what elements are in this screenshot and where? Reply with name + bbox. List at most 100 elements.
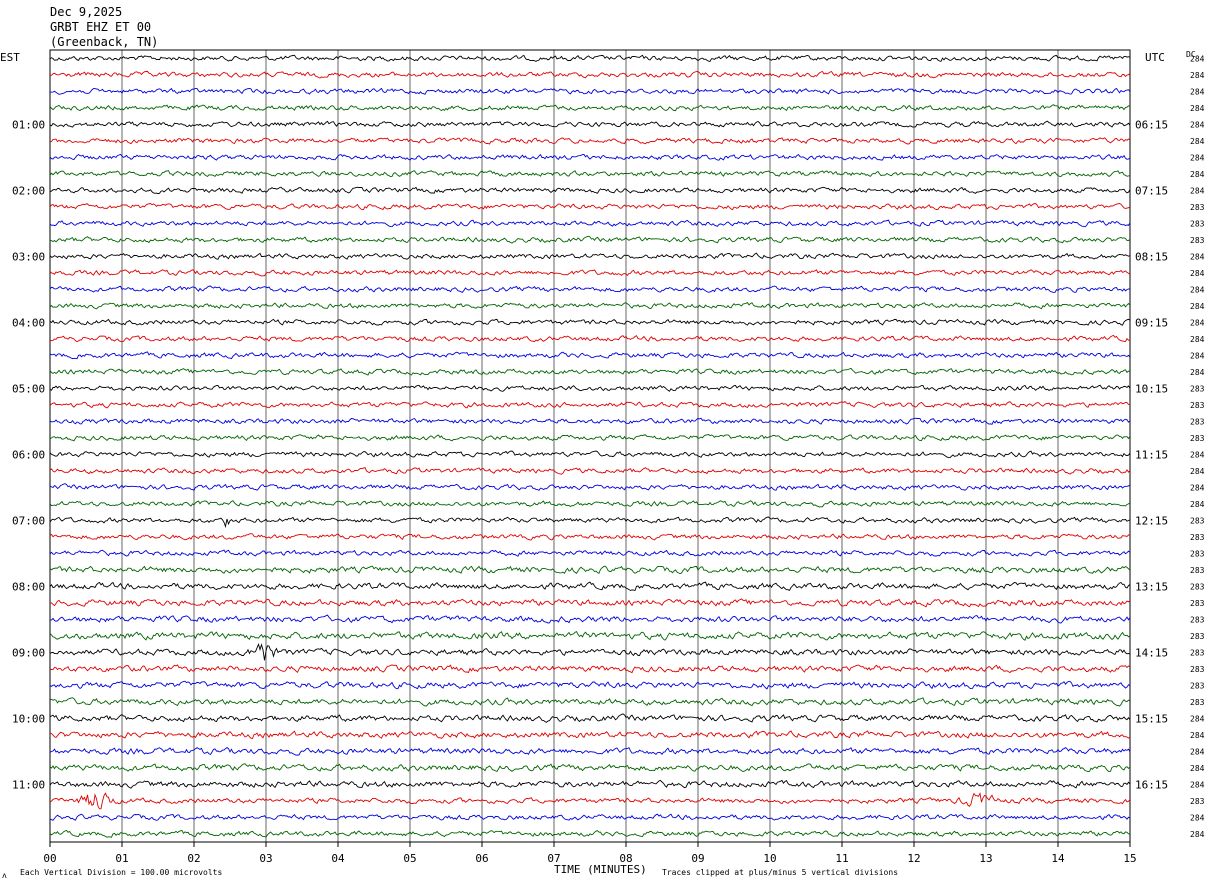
trace-line-7 <box>49 170 1131 178</box>
trace-line-17 <box>49 334 1131 343</box>
utc-label-06:15: 06:15 <box>1135 118 1168 131</box>
dc-offset-2: 284 <box>1190 87 1205 96</box>
trace-line-34 <box>50 614 1131 624</box>
trace-line-6 <box>49 153 1131 161</box>
x-tick-label-05: 05 <box>403 852 416 865</box>
utc-label-08:15: 08:15 <box>1135 250 1168 263</box>
trace-line-16 <box>49 318 1131 326</box>
est-label-04:00: 04:00 <box>12 316 45 329</box>
trace-line-21 <box>49 401 1131 409</box>
dc-offset-24: 284 <box>1190 450 1205 459</box>
x-tick-label-11: 11 <box>835 852 848 865</box>
dc-offset-27: 284 <box>1190 500 1205 509</box>
dc-offset-26: 284 <box>1190 483 1205 492</box>
utc-label-10:15: 10:15 <box>1135 382 1168 395</box>
est-label-01:00: 01:00 <box>12 118 45 131</box>
clip-note: Traces clipped at plus/minus 5 vertical … <box>662 868 898 877</box>
dc-offset-32: 283 <box>1190 582 1205 591</box>
dc-offset-9: 283 <box>1190 203 1205 212</box>
dc-offset-20: 283 <box>1190 384 1205 393</box>
trace-line-12 <box>49 252 1131 260</box>
est-label-08:00: 08:00 <box>12 580 45 593</box>
x-tick-label-01: 01 <box>115 852 128 865</box>
utc-label-11:15: 11:15 <box>1135 448 1168 461</box>
header-location: (Greenback, TN) <box>50 35 158 49</box>
trace-line-38 <box>49 680 1131 690</box>
trace-line-4 <box>49 120 1131 128</box>
x-tick-label-14: 14 <box>1051 852 1065 865</box>
est-label-02:00: 02:00 <box>12 184 45 197</box>
trace-line-31 <box>49 565 1131 575</box>
trace-line-8 <box>49 186 1131 195</box>
dc-offset-1: 284 <box>1190 71 1205 80</box>
x-tick-label-10: 10 <box>763 852 776 865</box>
dc-offset-40: 284 <box>1190 714 1205 723</box>
dc-offset-14: 284 <box>1190 285 1205 294</box>
dc-offset-12: 284 <box>1190 252 1205 261</box>
utc-label-12:15: 12:15 <box>1135 514 1168 527</box>
trace-line-15 <box>49 302 1131 310</box>
dc-offset-37: 283 <box>1190 665 1205 674</box>
dc-offset-38: 283 <box>1190 681 1205 690</box>
dc-offset-43: 284 <box>1190 764 1205 773</box>
trace-line-42 <box>49 747 1131 756</box>
time-gridlines <box>121 50 1059 842</box>
dc-offset-labels: 284 284 284 284 284 284 284 284 284 283 283 283 284 2… <box>1190 54 1205 839</box>
header-date: Dec 9,2025 <box>50 5 122 19</box>
dc-offset-22: 283 <box>1190 417 1205 426</box>
x-tick-label-09: 09 <box>691 852 704 865</box>
dc-offset-23: 283 <box>1190 434 1205 443</box>
x-tick-label-13: 13 <box>979 852 992 865</box>
dc-offset-4: 284 <box>1190 120 1205 129</box>
trace-line-5 <box>49 137 1131 145</box>
x-tick-label-00: 00 <box>43 852 56 865</box>
trace-line-35 <box>49 630 1131 641</box>
dc-offset-47: 284 <box>1190 830 1205 839</box>
dc-offset-5: 284 <box>1190 137 1205 146</box>
trace-line-25 <box>49 467 1131 475</box>
dc-offset-7: 284 <box>1190 170 1205 179</box>
trace-line-40 <box>49 713 1131 723</box>
trace-line-46 <box>49 813 1131 821</box>
dc-offset-19: 284 <box>1190 368 1205 377</box>
trace-line-27 <box>49 500 1131 508</box>
dc-offset-41: 284 <box>1190 731 1205 740</box>
est-label-07:00: 07:00 <box>12 514 45 527</box>
utc-label-16:15: 16:15 <box>1135 778 1168 791</box>
est-label-03:00: 03:00 <box>12 250 45 263</box>
dc-offset-46: 284 <box>1190 813 1205 822</box>
left-timezone-label: EST <box>0 51 20 64</box>
trace-line-0 <box>49 54 1131 63</box>
dc-offset-35: 283 <box>1190 632 1205 641</box>
trace-line-23 <box>49 434 1131 442</box>
dc-offset-16: 284 <box>1190 318 1205 327</box>
scale-note: Each Vertical Division = 100.00 microvol… <box>20 868 222 877</box>
trace-line-18 <box>49 351 1131 360</box>
dc-offset-33: 283 <box>1190 599 1205 608</box>
x-tick-label-02: 02 <box>187 852 200 865</box>
x-axis-title: TIME (MINUTES) <box>554 863 647 876</box>
dc-offset-31: 283 <box>1190 566 1205 575</box>
trace-line-10 <box>49 219 1131 228</box>
seismic-traces <box>49 54 1131 838</box>
x-tick-label-07: 07 <box>547 852 560 865</box>
utc-label-14:15: 14:15 <box>1135 646 1168 659</box>
dc-offset-36: 283 <box>1190 648 1205 657</box>
trace-line-32 <box>49 581 1131 592</box>
dc-offset-42: 284 <box>1190 747 1205 756</box>
trace-line-41 <box>49 730 1131 740</box>
utc-label-15:15: 15:15 <box>1135 712 1168 725</box>
trace-line-29 <box>49 533 1131 541</box>
trace-line-11 <box>49 235 1131 244</box>
est-label-10:00: 10:00 <box>12 712 45 725</box>
trace-line-2 <box>49 87 1131 95</box>
dc-offset-44: 284 <box>1190 780 1205 789</box>
dc-offset-34: 283 <box>1190 615 1205 624</box>
est-label-05:00: 05:00 <box>12 382 45 395</box>
x-tick-label-03: 03 <box>259 852 272 865</box>
dc-offset-3: 284 <box>1190 104 1205 113</box>
trace-line-20 <box>49 384 1131 392</box>
trace-line-9 <box>49 203 1131 211</box>
x-tick-label-15: 15 <box>1123 852 1136 865</box>
